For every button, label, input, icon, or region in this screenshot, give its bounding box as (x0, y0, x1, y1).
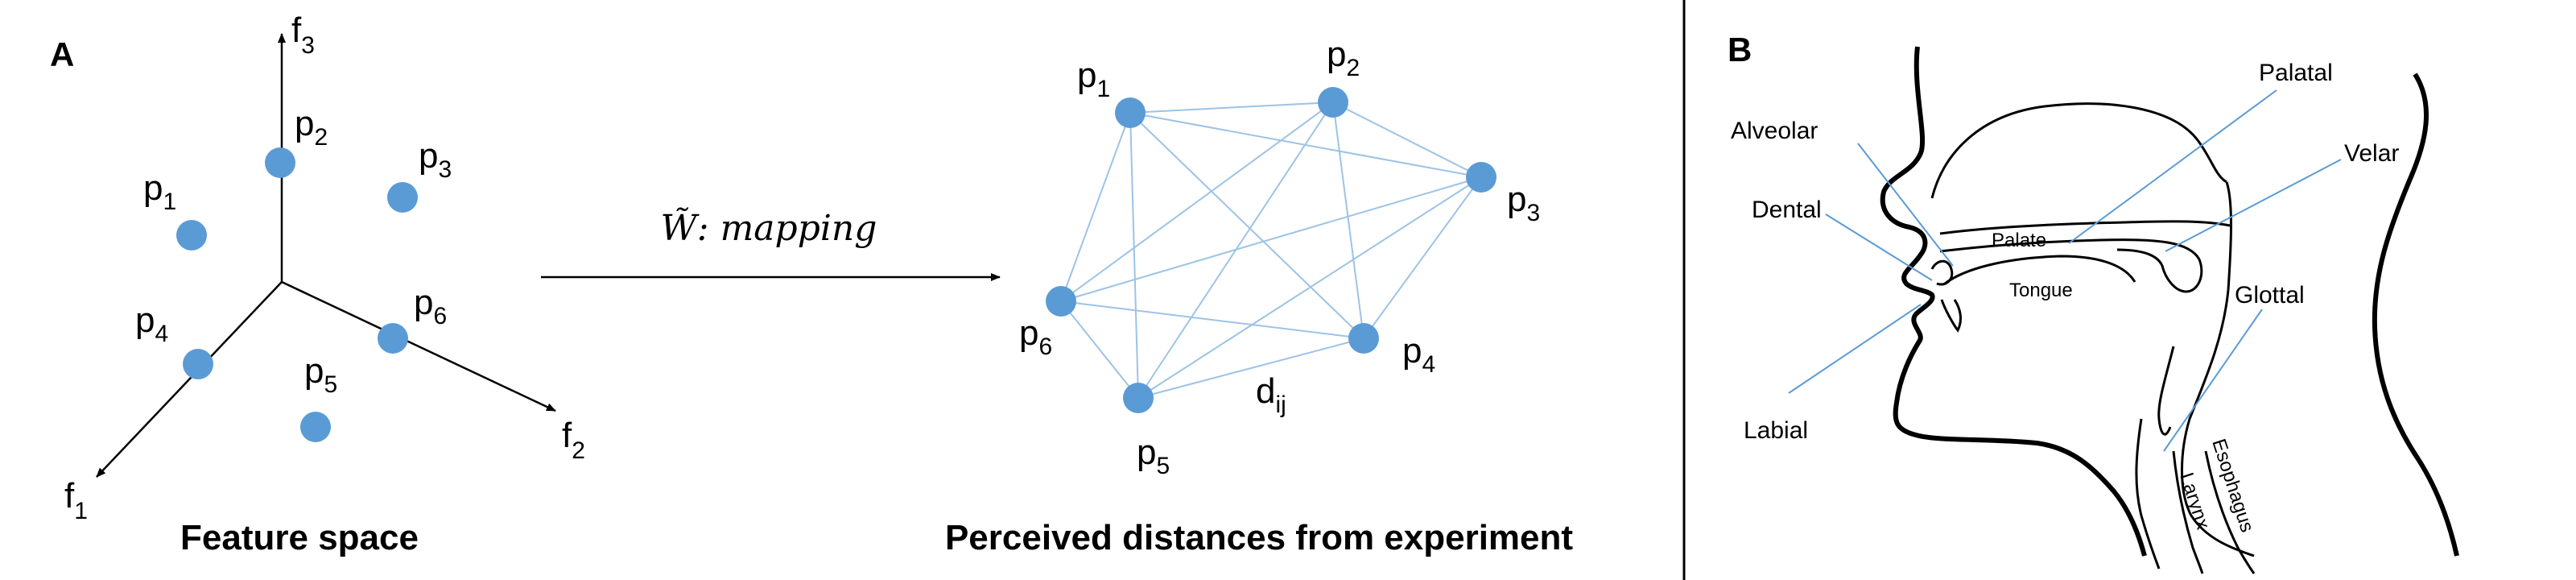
feature-space-points (176, 147, 418, 442)
axis-label-f2: f2 (562, 416, 585, 464)
perceived-label-p2: p2 (1327, 35, 1360, 81)
perceived-caption: Perceived distances from experiment (945, 518, 1573, 557)
axis-f1 (96, 281, 283, 478)
edge-p1-p4 (1129, 112, 1364, 339)
palate-upper-edge (1939, 220, 2231, 235)
pointer-glottal (2163, 309, 2263, 452)
feature-label-p6: p6 (414, 283, 447, 329)
axis-f2 (281, 280, 556, 412)
label-tongue: Tongue (2009, 280, 2073, 301)
edge-p3-p5 (1137, 176, 1482, 399)
label-labial: Labial (1744, 417, 1808, 444)
label-alveolar: Alveolar (1731, 118, 1818, 144)
larynx-inner (2172, 450, 2204, 574)
edge-p1-p6 (1060, 112, 1131, 302)
feature-label-p5: p5 (304, 351, 337, 398)
panel-b-letter: B (1728, 31, 1752, 68)
perceived-point-p6 (1046, 286, 1076, 317)
feature-point-p6 (378, 323, 408, 354)
panel-a: A f3 f2 f1 p1 p2 p3 p4 p5 p6 Feature spa… (50, 10, 1573, 557)
face-profile (1880, 46, 2147, 557)
pointer-palatal (2068, 89, 2277, 244)
feature-space-caption: Feature space (180, 518, 419, 557)
perceived-label-p6: p6 (1019, 313, 1052, 360)
feature-point-p3 (387, 182, 418, 213)
edge-p2-p6 (1060, 102, 1334, 302)
pointer-alveolar (1857, 143, 1954, 267)
distance-edges (1060, 102, 1482, 399)
epiglottis (2157, 346, 2175, 436)
label-velar: Velar (2344, 140, 2399, 167)
axis-label-f1: f1 (64, 476, 88, 524)
feature-point-p2 (265, 147, 295, 178)
tongue-surface (1944, 255, 2136, 285)
feature-label-p3: p3 (419, 136, 452, 183)
perceived-points (1046, 87, 1496, 413)
soft-palate (1939, 238, 2203, 293)
perceived-point-p2 (1318, 87, 1348, 118)
vocal-tract-drawing (1880, 46, 2459, 574)
label-palate: Palate (1992, 230, 2046, 251)
feature-point-p5 (300, 412, 331, 442)
perceived-point-p1 (1115, 97, 1146, 128)
nasal-cavity-roof (1930, 102, 2227, 199)
upper-teeth (1930, 259, 1954, 286)
edge-p2-p3 (1332, 102, 1482, 178)
pointer-dental (1825, 213, 1933, 281)
panel-b: B (1728, 31, 2459, 574)
lower-teeth (1940, 299, 1962, 333)
feature-point-p1 (176, 220, 207, 251)
perceived-label-p5: p5 (1137, 433, 1170, 479)
feature-label-p2: p2 (295, 104, 328, 151)
panel-a-letter: A (50, 35, 74, 73)
feature-label-p1: p1 (143, 168, 176, 215)
distance-label-dij: dij (1256, 371, 1286, 418)
back-of-head (2372, 72, 2459, 557)
label-glottal: Glottal (2235, 282, 2305, 309)
axis-label-f3: f3 (291, 10, 315, 59)
pharynx-back-wall (2181, 181, 2255, 557)
edge-p5-p6 (1060, 300, 1139, 399)
perceived-label-p1: p1 (1077, 56, 1110, 102)
perceived-point-p3 (1466, 162, 1496, 193)
edge-p2-p4 (1332, 102, 1364, 339)
perceived-point-p4 (1348, 323, 1379, 354)
feature-point-p4 (183, 349, 213, 379)
perceived-label-p3: p3 (1507, 180, 1540, 226)
pointer-labial (1788, 304, 1922, 394)
edge-p4-p5 (1137, 338, 1364, 399)
label-palatal: Palatal (2259, 60, 2333, 86)
edge-p3-p4 (1363, 176, 1482, 339)
feature-space-axes (96, 33, 556, 478)
edge-p4-p6 (1060, 300, 1364, 339)
pointer-velar (2165, 159, 2342, 252)
edge-p1-p5 (1129, 112, 1139, 399)
perceived-point-p5 (1123, 383, 1154, 413)
edge-p1-p2 (1129, 102, 1334, 114)
esophagus-wall (2204, 450, 2256, 574)
mapping-label: W̃: mapping (661, 206, 877, 249)
articulation-pointers (1788, 89, 2342, 452)
feature-label-p4: p4 (135, 300, 168, 347)
label-dental: Dental (1752, 197, 1822, 223)
perceived-label-p4: p4 (1402, 331, 1435, 378)
edge-p3-p6 (1060, 176, 1482, 302)
larynx-front (2135, 418, 2161, 570)
